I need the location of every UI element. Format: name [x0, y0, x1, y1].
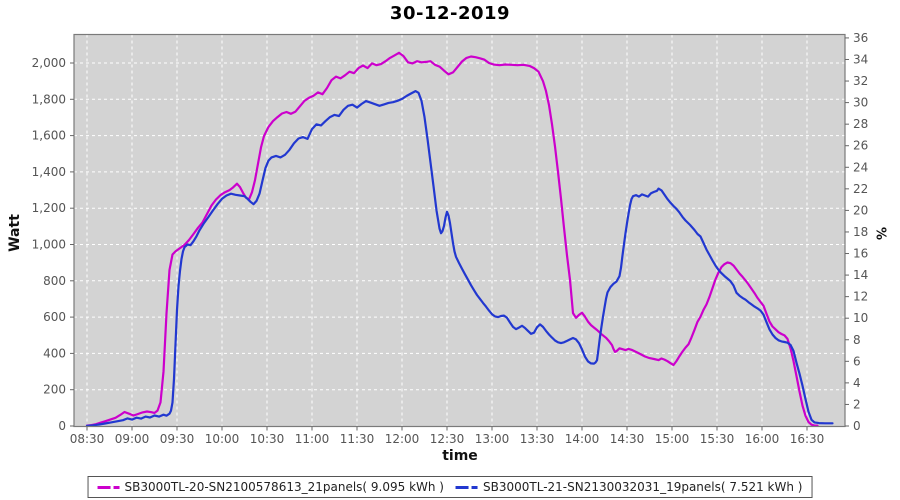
legend-label-series-a: SB3000TL-20-SN2100578613_21panels( 9.095…: [124, 480, 444, 494]
svg-text:13:30: 13:30: [520, 432, 555, 446]
svg-text:28: 28: [853, 117, 868, 131]
chart-title: 30-12-2019: [389, 3, 511, 24]
series-lines: [85, 51, 834, 427]
plot-frame: [73, 33, 846, 428]
right-axis-title: %: [872, 226, 888, 241]
svg-text:0: 0: [58, 419, 66, 433]
svg-text:24: 24: [853, 160, 868, 174]
svg-text:1,800: 1,800: [32, 92, 66, 106]
svg-text:32: 32: [853, 74, 868, 88]
svg-text:30: 30: [853, 96, 868, 110]
grid-lines: [74, 34, 845, 427]
svg-text:16:00: 16:00: [745, 432, 780, 446]
svg-text:36: 36: [853, 31, 868, 45]
svg-text:2,000: 2,000: [32, 56, 66, 70]
legend-label-series-b: SB3000TL-21-SN2130032031_19panels( 7.521…: [483, 480, 803, 494]
svg-text:09:30: 09:30: [160, 432, 195, 446]
plot-svg: 08:30 09:00 09:30 10:00 10:30 11:00 11:30 12:00…: [32, 31, 869, 446]
svg-text:11:30: 11:30: [340, 432, 375, 446]
svg-text:11:00: 11:00: [295, 432, 330, 446]
svg-text:10:00: 10:00: [205, 432, 240, 446]
left-axis-title: Watt: [7, 214, 23, 252]
svg-text:16: 16: [853, 247, 868, 261]
legend: SB3000TL-20-SN2100578613_21panels( 9.095…: [87, 476, 813, 498]
legend-item-series-b: SB3000TL-21-SN2130032031_19panels( 7.521…: [456, 480, 802, 494]
series-a-line-swatch: [97, 485, 120, 489]
svg-text:20: 20: [853, 203, 868, 217]
series-b-line-swatch: [456, 485, 478, 489]
svg-text:2: 2: [853, 397, 861, 411]
svg-text:22: 22: [853, 182, 868, 196]
series-a-line: [85, 51, 819, 427]
axis-ticks: [70, 37, 849, 431]
axis-tick-labels: 08:30 09:00 09:30 10:00 10:30 11:00 11:30 12:00…: [32, 31, 869, 446]
svg-text:09:00: 09:00: [115, 432, 150, 446]
svg-text:15:30: 15:30: [700, 432, 735, 446]
svg-text:08:30: 08:30: [70, 432, 105, 446]
svg-text:1,200: 1,200: [32, 201, 66, 215]
x-axis-title: time: [442, 448, 478, 464]
svg-text:14:30: 14:30: [610, 432, 645, 446]
svg-text:15:00: 15:00: [655, 432, 690, 446]
svg-text:12:30: 12:30: [430, 432, 465, 446]
svg-text:400: 400: [43, 346, 66, 360]
svg-text:10: 10: [853, 311, 868, 325]
svg-text:14:00: 14:00: [565, 432, 600, 446]
svg-text:0: 0: [853, 419, 861, 433]
svg-text:26: 26: [853, 139, 868, 153]
svg-text:14: 14: [853, 268, 868, 282]
svg-text:13:00: 13:00: [475, 432, 510, 446]
plot-area: [74, 34, 845, 427]
svg-text:12:00: 12:00: [385, 432, 420, 446]
legend-item-series-a: SB3000TL-20-SN2100578613_21panels( 9.095…: [97, 480, 444, 494]
svg-text:18: 18: [853, 225, 868, 239]
svg-text:1,600: 1,600: [32, 129, 66, 143]
svg-text:1,400: 1,400: [32, 165, 66, 179]
svg-text:12: 12: [853, 290, 868, 304]
svg-text:4: 4: [853, 376, 861, 390]
svg-text:16:30: 16:30: [790, 432, 825, 446]
svg-text:34: 34: [853, 52, 868, 66]
svg-text:10:30: 10:30: [250, 432, 285, 446]
svg-text:800: 800: [43, 274, 66, 288]
svg-text:6: 6: [853, 354, 861, 368]
svg-text:200: 200: [43, 383, 66, 397]
svg-text:600: 600: [43, 310, 66, 324]
svg-text:1,000: 1,000: [32, 238, 66, 252]
svg-text:8: 8: [853, 333, 861, 347]
series-b-line: [85, 89, 834, 427]
